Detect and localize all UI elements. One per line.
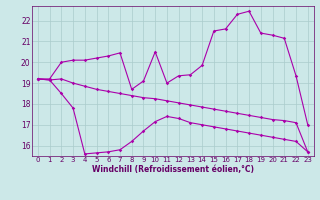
X-axis label: Windchill (Refroidissement éolien,°C): Windchill (Refroidissement éolien,°C) <box>92 165 254 174</box>
